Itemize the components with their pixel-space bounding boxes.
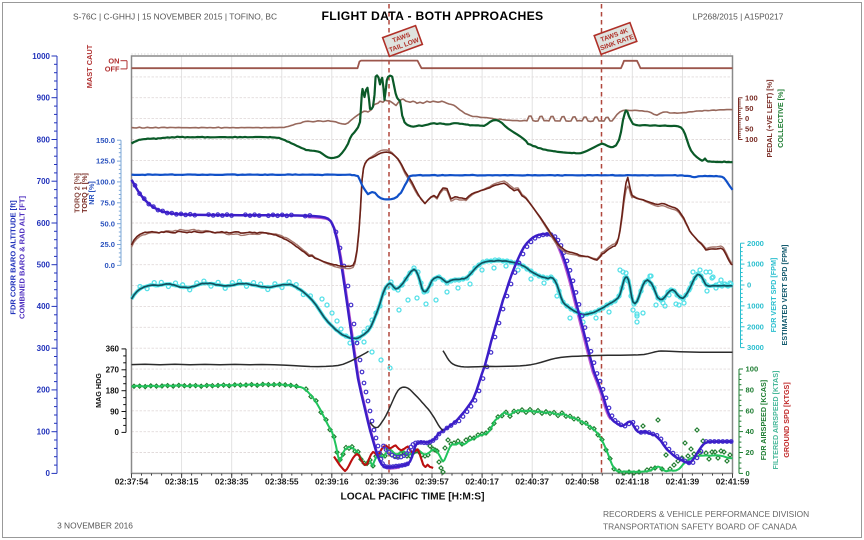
svg-text:3000: 3000 xyxy=(747,343,764,352)
svg-text:02:39:36: 02:39:36 xyxy=(365,477,399,487)
svg-text:02:39:16: 02:39:16 xyxy=(315,477,349,487)
svg-text:500: 500 xyxy=(37,261,51,270)
svg-text:90: 90 xyxy=(110,407,119,416)
svg-text:300: 300 xyxy=(37,344,51,353)
svg-text:0: 0 xyxy=(745,114,749,123)
svg-text:RECORDERS & VEHICLE PERFORMANC: RECORDERS & VEHICLE PERFORMANCE DIVISION xyxy=(603,509,809,519)
svg-text:TRANSPORTATION SAFETY BOARD OF: TRANSPORTATION SAFETY BOARD OF CANADA xyxy=(603,522,797,532)
svg-text:FDR AIRSPEED [KCAS]: FDR AIRSPEED [KCAS] xyxy=(759,380,768,460)
svg-text:02:40:37: 02:40:37 xyxy=(515,477,549,487)
svg-text:270: 270 xyxy=(106,366,120,375)
svg-text:1000: 1000 xyxy=(747,260,764,269)
svg-text:FLIGHT DATA - BOTH APPROACHES: FLIGHT DATA - BOTH APPROACHES xyxy=(322,9,544,23)
svg-text:50: 50 xyxy=(745,104,753,113)
svg-text:02:41:39: 02:41:39 xyxy=(666,477,700,487)
svg-text:2000: 2000 xyxy=(747,322,764,331)
svg-text:1000: 1000 xyxy=(747,302,764,311)
svg-text:400: 400 xyxy=(37,302,51,311)
svg-text:80: 80 xyxy=(746,386,754,395)
svg-text:0: 0 xyxy=(115,428,120,437)
svg-text:02:40:58: 02:40:58 xyxy=(565,477,599,487)
svg-text:LP268/2015 | A15P0217: LP268/2015 | A15P0217 xyxy=(693,12,784,22)
svg-text:100: 100 xyxy=(745,135,758,144)
svg-text:900: 900 xyxy=(37,94,51,103)
svg-text:125.0: 125.0 xyxy=(96,157,115,166)
svg-text:2000: 2000 xyxy=(747,239,764,248)
svg-text:100: 100 xyxy=(37,428,51,437)
svg-text:700: 700 xyxy=(37,177,51,186)
svg-text:LOCAL PACIFIC TIME [H:M:S]: LOCAL PACIFIC TIME [H:M:S] xyxy=(341,492,485,503)
svg-text:MAG HDG: MAG HDG xyxy=(94,373,103,408)
svg-text:150.0: 150.0 xyxy=(96,136,115,145)
svg-text:60: 60 xyxy=(746,406,754,415)
svg-text:MAST CAUT: MAST CAUT xyxy=(85,44,94,88)
svg-text:600: 600 xyxy=(37,219,51,228)
svg-text:TORQ 1 [%]: TORQ 1 [%] xyxy=(80,173,89,213)
svg-text:0: 0 xyxy=(746,469,750,478)
svg-text:0.0: 0.0 xyxy=(104,261,115,270)
svg-text:COLLECTIVE [%]: COLLECTIVE [%] xyxy=(776,89,785,148)
svg-text:50: 50 xyxy=(745,125,753,134)
svg-text:FDR CORR BARO ALTITUDE [ft]: FDR CORR BARO ALTITUDE [ft] xyxy=(9,200,18,315)
svg-text:800: 800 xyxy=(37,135,51,144)
svg-text:02:38:35: 02:38:35 xyxy=(215,477,249,487)
svg-text:100: 100 xyxy=(745,93,758,102)
svg-text:02:37:54: 02:37:54 xyxy=(115,477,149,487)
svg-text:COMBINED BARO & RAD ALT [FT]: COMBINED BARO & RAD ALT [FT] xyxy=(18,196,27,319)
svg-text:02:39:57: 02:39:57 xyxy=(415,477,449,487)
svg-text:100: 100 xyxy=(746,365,759,374)
svg-text:20: 20 xyxy=(746,448,754,457)
svg-text:FDR VERT SPD [FPM]: FDR VERT SPD [FPM] xyxy=(769,258,778,333)
svg-text:25.0: 25.0 xyxy=(100,240,115,249)
svg-text:OFF: OFF xyxy=(105,65,120,74)
svg-text:02:38:55: 02:38:55 xyxy=(265,477,299,487)
svg-text:40: 40 xyxy=(746,427,754,436)
svg-text:FILTERED AIRSPEED [KTAS]: FILTERED AIRSPEED [KTAS] xyxy=(771,371,780,470)
svg-text:180: 180 xyxy=(106,387,120,396)
svg-text:TORQ 2 [%]: TORQ 2 [%] xyxy=(73,173,82,213)
svg-text:S-76C | C-GHHJ | 15 NOVEMBER 2: S-76C | C-GHHJ | 15 NOVEMBER 2015 | TOFI… xyxy=(73,12,277,22)
svg-text:75.0: 75.0 xyxy=(100,198,115,207)
svg-text:1000: 1000 xyxy=(32,52,50,61)
svg-text:50.0: 50.0 xyxy=(100,219,115,228)
svg-text:ON: ON xyxy=(108,56,119,65)
svg-text:02:40:17: 02:40:17 xyxy=(465,477,499,487)
svg-text:02:41:59: 02:41:59 xyxy=(716,477,750,487)
svg-text:GROUND SPD [KTGS]: GROUND SPD [KTGS] xyxy=(782,382,791,457)
svg-text:0: 0 xyxy=(46,469,51,478)
svg-text:02:38:15: 02:38:15 xyxy=(165,477,199,487)
svg-text:360: 360 xyxy=(106,345,120,354)
svg-text:02:41:18: 02:41:18 xyxy=(616,477,650,487)
svg-text:NR [%]: NR [%] xyxy=(87,181,96,205)
svg-text:200: 200 xyxy=(37,386,51,395)
svg-text:3 NOVEMBER 2016: 3 NOVEMBER 2016 xyxy=(57,521,133,531)
svg-text:100.0: 100.0 xyxy=(96,178,115,187)
svg-text:PEDAL (+VE LEFT) [%]: PEDAL (+VE LEFT) [%] xyxy=(765,80,774,158)
svg-text:ESTIMATED VERT SPD [FPM]: ESTIMATED VERT SPD [FPM] xyxy=(780,245,789,346)
svg-text:0: 0 xyxy=(747,281,751,290)
